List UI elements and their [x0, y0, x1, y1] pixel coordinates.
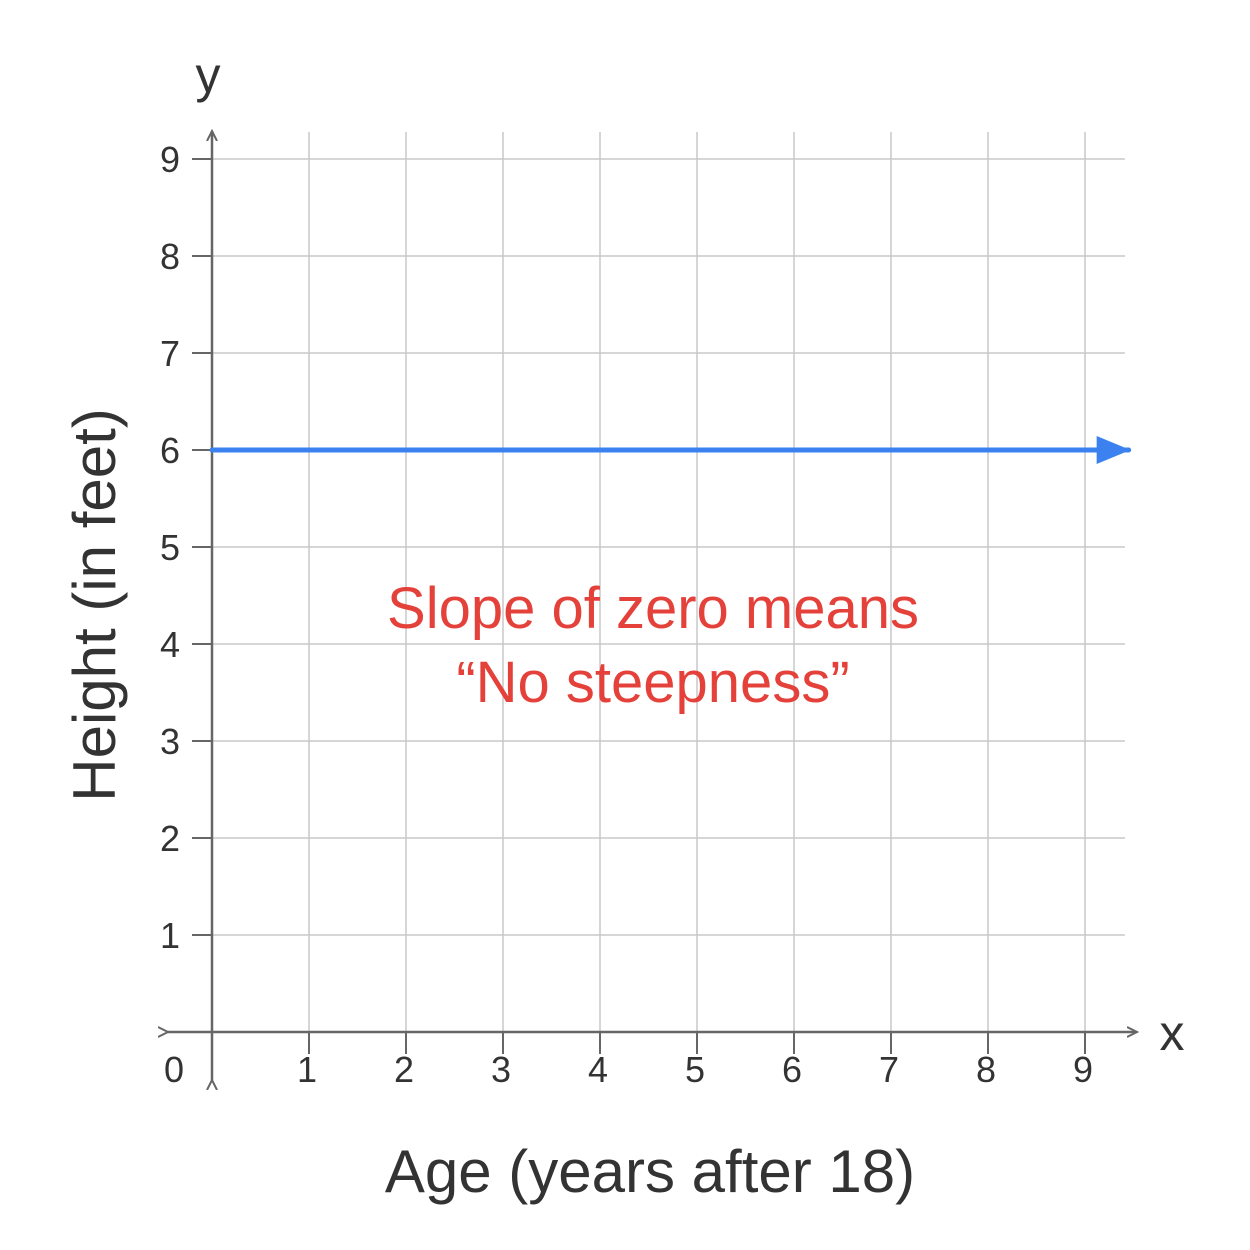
y-tick-label-4: 4 [160, 624, 180, 665]
origin-label: 0 [164, 1049, 184, 1090]
x-tick-label-7: 7 [879, 1049, 899, 1090]
x-axis-letter: x [1160, 1005, 1185, 1061]
y-tick-label-5: 5 [160, 527, 180, 568]
axes [168, 131, 1137, 1080]
y-tick-label-8: 8 [160, 236, 180, 277]
y-axis-letter: y [196, 47, 221, 103]
x-tick-label-8: 8 [976, 1049, 996, 1090]
y-tick-label-3: 3 [160, 721, 180, 762]
x-axis-title: Age (years after 18) [385, 1138, 915, 1205]
x-tick-label-6: 6 [782, 1049, 802, 1090]
y-tick-label-6: 6 [160, 430, 180, 471]
y-tick-label-2: 2 [160, 818, 180, 859]
x-tick-label-9: 9 [1073, 1049, 1093, 1090]
annotation-line-2: “No steepness” [456, 650, 849, 715]
x-tick-label-5: 5 [685, 1049, 705, 1090]
x-tick-label-1: 1 [297, 1049, 317, 1090]
grid [192, 132, 1125, 1032]
tick-labels: 1 2 3 4 5 6 7 8 9 1 2 3 4 5 6 7 8 9 [160, 139, 1093, 1090]
x-tick-label-4: 4 [588, 1049, 608, 1090]
annotation-line-1: Slope of zero means [387, 576, 919, 641]
y-axis-title: Height (in feet) [61, 408, 128, 802]
y-tick-label-9: 9 [160, 139, 180, 180]
x-tick-label-2: 2 [394, 1049, 414, 1090]
y-tick-label-1: 1 [160, 915, 180, 956]
y-tick-label-7: 7 [160, 333, 180, 374]
x-tick-label-3: 3 [491, 1049, 511, 1090]
